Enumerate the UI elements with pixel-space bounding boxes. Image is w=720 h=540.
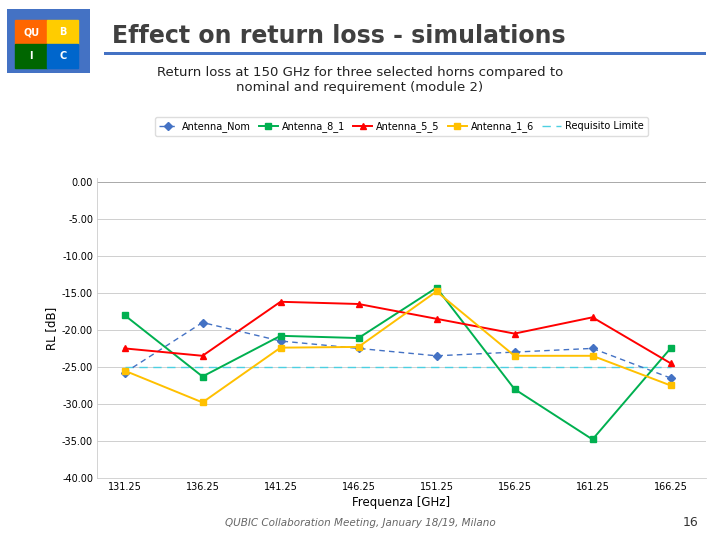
Y-axis label: RL [dB]: RL [dB] — [45, 306, 58, 350]
Text: C: C — [59, 51, 66, 62]
Bar — [47, 20, 78, 44]
Bar — [16, 20, 47, 44]
Legend: Antenna_Nom, Antenna_8_1, Antenna_5_5, Antenna_1_6, Requisito Limite: Antenna_Nom, Antenna_8_1, Antenna_5_5, A… — [155, 117, 648, 136]
Text: Return loss at 150 GHz for three selected horns compared to
nominal and requirem: Return loss at 150 GHz for three selecte… — [157, 66, 563, 94]
Text: I: I — [30, 51, 33, 62]
Text: B: B — [59, 27, 66, 37]
Text: QUBIC Collaboration Meeting, January 18/19, Milano: QUBIC Collaboration Meeting, January 18/… — [225, 518, 495, 529]
Text: 16: 16 — [683, 516, 698, 530]
Bar — [16, 44, 47, 69]
Text: QU: QU — [23, 27, 40, 37]
Bar — [47, 44, 78, 69]
X-axis label: Frequenza [GHz]: Frequenza [GHz] — [352, 496, 451, 509]
Text: Effect on return loss - simulations: Effect on return loss - simulations — [112, 24, 565, 48]
